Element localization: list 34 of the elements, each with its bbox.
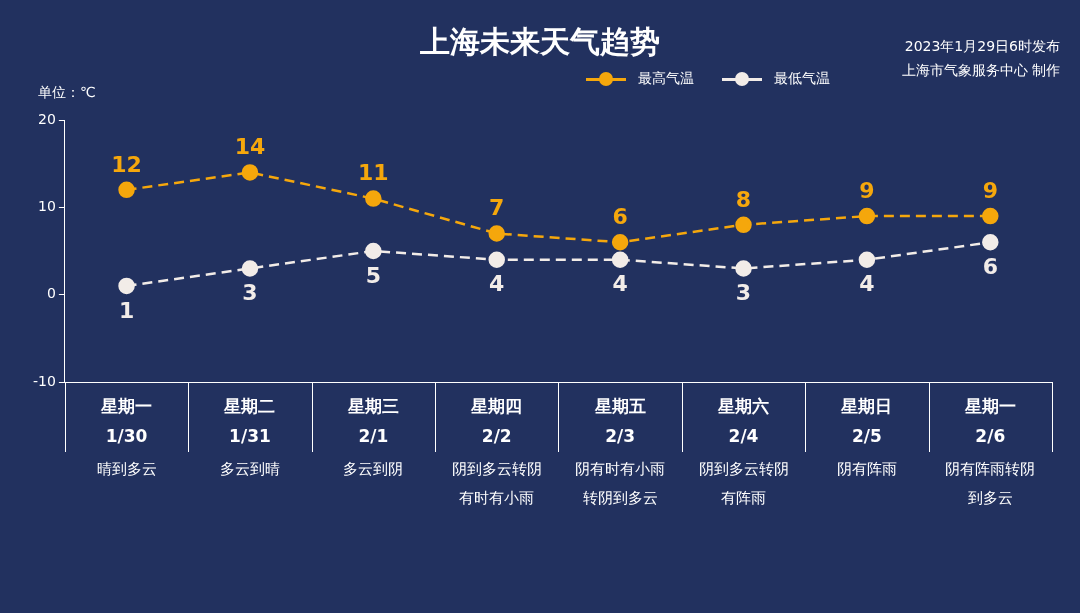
data-label: 11 bbox=[358, 160, 389, 186]
y-tick-label: -10 bbox=[32, 372, 56, 389]
data-label: 4 bbox=[489, 271, 505, 297]
text: 上海市气象服务中心 制作 bbox=[901, 61, 1060, 80]
text: 2023年1月29日6时发布 bbox=[903, 37, 1060, 56]
y-tick-label: 10 bbox=[38, 197, 56, 214]
y-tick-label: 0 bbox=[46, 285, 56, 302]
data-label: 3 bbox=[242, 280, 258, 306]
x-tick-label: 星期三 2/1 多云到阴 bbox=[343, 396, 404, 478]
data-label: 14 bbox=[234, 134, 266, 160]
x-tick-label: 星期四 2/2 阴到多云转阴有时有小雨 bbox=[451, 396, 542, 507]
data-label: 3 bbox=[735, 280, 752, 306]
data-label: 1 bbox=[118, 297, 135, 323]
x-tick-label: 星期六 2/4 阴到多云转阴有阵雨 bbox=[698, 396, 789, 507]
data-label: 6 bbox=[982, 253, 998, 279]
data-label: 7 bbox=[489, 195, 505, 221]
data-label: 5 bbox=[365, 262, 381, 288]
data-label: 12 bbox=[111, 151, 142, 177]
data-label: 4 bbox=[612, 271, 628, 297]
x-tick-label: 星期五 2/3 阴有时有小雨转阴到多云 bbox=[575, 396, 666, 507]
x-tick-label: 星期二 1/31 多云到晴 bbox=[219, 396, 280, 478]
x-tick-label: 星期日 2/5 阴有阵雨 bbox=[836, 396, 897, 478]
data-label: 6 bbox=[612, 203, 628, 229]
legend-label: 最高气温 bbox=[638, 70, 694, 88]
y-axis-title: 单位：℃ bbox=[38, 84, 96, 102]
y-tick-label: 20 bbox=[38, 110, 56, 127]
legend-label: 最低气温 bbox=[774, 70, 830, 88]
data-label: 8 bbox=[735, 186, 752, 212]
chart-title: 上海未来天气趋势 bbox=[420, 24, 660, 59]
x-tick-label: 星期一 1/30 晴到多云 bbox=[96, 396, 157, 478]
x-tick-label: 星期一 2/6 阴有阵雨转阴到多云 bbox=[945, 396, 1036, 507]
data-label: 4 bbox=[859, 271, 875, 297]
data-label: 9 bbox=[982, 177, 998, 203]
data-label: 9 bbox=[859, 177, 875, 203]
